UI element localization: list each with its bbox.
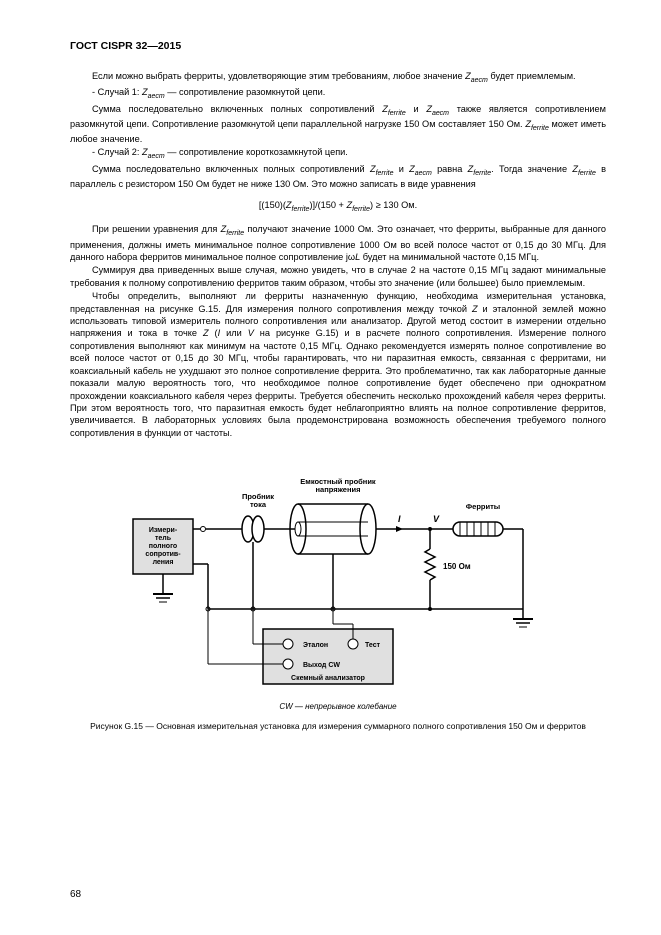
- para-7: Суммируя два приведенных выше случая, мо…: [70, 264, 606, 289]
- page-number: 68: [70, 889, 81, 900]
- circuit-diagram: Измери- тель полного сопротив- ления Про…: [128, 454, 548, 694]
- ferrites-label: Ферриты: [466, 502, 500, 511]
- figure-title: Рисунок G.15 — Основная измерительная ус…: [70, 721, 606, 732]
- svg-text:тока: тока: [250, 500, 267, 509]
- body-content: Если можно выбрать ферриты, удовлетворяю…: [70, 70, 606, 190]
- i-label: I: [398, 514, 401, 524]
- figure-g15: Измери- тель полного сопротив- ления Про…: [128, 454, 548, 694]
- bullet-case2: - Случай 2: Zаест — сопротивление коротк…: [70, 146, 606, 161]
- equation: [(150)(Zferrite)]/(150 + Zferrite) ≥ 130…: [70, 200, 606, 213]
- output-cw-label: Выход CW: [303, 662, 340, 669]
- para-5: Сумма последовательно включенных полных …: [70, 163, 606, 191]
- document-header: ГОСТ CISPR 32—2015: [70, 40, 606, 52]
- figure-caption-note: CW — непрерывное колебание: [70, 702, 606, 711]
- para-8: Чтобы определить, выполняют ли ферриты н…: [70, 290, 606, 439]
- test-label: Тест: [365, 642, 381, 649]
- svg-text:тель: тель: [155, 535, 172, 542]
- para-3: Сумма последовательно включенных полных …: [70, 103, 606, 146]
- svg-text:сопротив-: сопротив-: [145, 551, 181, 558]
- para-6: При решении уравнения для Zferrite получ…: [70, 223, 606, 263]
- v-label: V: [433, 514, 440, 524]
- svg-text:полного: полного: [149, 543, 177, 550]
- analyzer-label: Скемный анализатор: [291, 674, 365, 682]
- svg-text:напряжения: напряжения: [316, 485, 361, 494]
- meter-label: Измери-: [149, 527, 178, 534]
- bullet-case1: - Случай 1: Zаест — сопротивление разомк…: [70, 86, 606, 101]
- reference-label: Эталон: [303, 642, 328, 649]
- body-content-2: При решении уравнения для Zferrite получ…: [70, 223, 606, 439]
- resistor-label: 150 Ом: [443, 562, 471, 571]
- svg-text:ления: ления: [153, 559, 174, 566]
- para-1: Если можно выбрать ферриты, удовлетворяю…: [70, 70, 606, 85]
